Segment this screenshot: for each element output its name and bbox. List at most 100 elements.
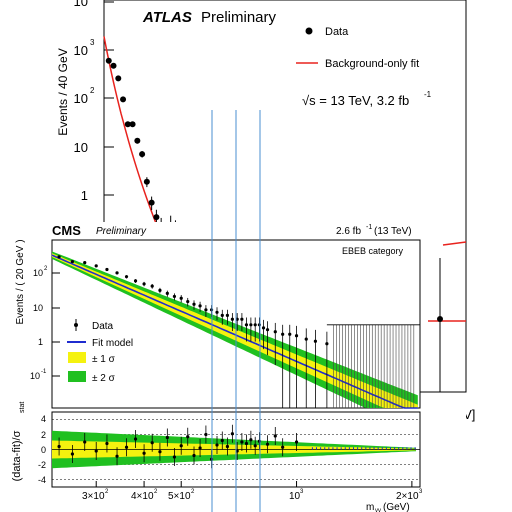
cms-ratio-point [124,445,129,449]
cms-ratio-point [273,434,277,438]
cms-ratio-point [179,444,183,448]
cms-legend-2sigma-swatch [68,371,86,382]
cms-data-point [261,326,266,330]
cms-legend: Data Fit model ± 1 σ ± 2 σ [67,319,133,384]
cms-legend-fit-label: Fit model [92,338,133,349]
cms-y-axis-label: Events / ( 20 GeV ) [15,239,26,324]
cms-lumi-suffix: (13 TeV) [374,226,412,237]
cms-data-point [215,310,219,314]
atlas-right-strip [420,222,467,393]
cms-ratio-y-tick-0: 0 [41,445,46,455]
atlas-data-point [153,214,160,221]
cms-data-point [244,323,249,327]
cms-ratio-point [133,437,138,441]
cms-x-axis-label: m γγ (GeV) [366,502,410,512]
cms-ratio-point [57,444,61,449]
cms-ratio-point [105,441,109,446]
cms-data-point [142,282,146,286]
cms-data-point [133,279,138,283]
cms-ratio-point [198,446,202,450]
cms-x-label-main: m [366,502,374,512]
cms-fit-model-line [51,254,418,409]
cms-uncertainty-bands [52,251,418,408]
cms-ratio-y-axis: 4 2 0 -2 -4 [38,414,46,485]
atlas-data-point [139,151,146,158]
atlas-title-bold: ATLAS [142,9,192,26]
cms-ratio-point [186,435,190,439]
cms-ratio-y-axis-label: (data-fit)/σ stat [11,402,26,482]
cms-data-point [240,317,244,321]
atlas-energy-label-exponent: -1 [424,90,432,99]
cms-data-points [57,255,420,408]
cms-y-tick-label-10: 10 [33,303,43,313]
cms-data-point [165,291,169,295]
atlas-data-point [124,121,131,128]
atlas-data-point [110,62,117,69]
cms-data-point [249,323,253,327]
cms-ratio-point [249,438,253,442]
cms-data-point [230,317,234,321]
cms-ratio-point [150,441,154,445]
atlas-energy-label-text: √s = 13 TeV, 3.2 fb [302,93,409,108]
cms-y-tick-label-100: 10 [33,268,43,278]
atlas-y-tick-label-1: 1 [81,188,88,203]
cms-x-tick-exponent-400: 2 [154,489,158,495]
cms-x-label-unit: (GeV) [383,502,410,512]
cms-data-point [325,342,329,346]
atlas-y-tick-label-100: 10 [74,91,88,106]
cms-x-tick-label-400: 4×10 [131,491,154,502]
atlas-y-tick-label-top: 10 [74,0,88,9]
atlas-data-point [115,75,122,82]
cms-x-tick-exponent-1000: 3 [300,489,304,495]
cms-legend-1sigma-swatch [68,352,86,363]
cms-data-point [220,313,224,317]
atlas-data-point [143,178,150,185]
cms-ratio-y-tick-m2: -2 [38,460,46,470]
cms-ratio-point [204,432,208,437]
cms-lumi-text: 2.6 fb [336,226,361,237]
cms-x-tick-exponent-2000: 3 [419,489,423,495]
cms-data-point [83,261,87,265]
cms-category-label: EBEB category [342,246,404,256]
cms-data-point [192,302,196,306]
atlas-fit-curve-tail-upper [442,241,467,246]
cms-x-tick-label-300: 3×10 [82,491,105,502]
cms-x-tick-label-2000: 2×10 [396,491,419,502]
cms-y-tick-exponent-100: 2 [44,266,48,272]
cms-ratio-point [220,438,224,443]
cms-y-tick-label-1: 1 [38,337,43,347]
cms-ratio-point [225,444,230,449]
cms-x-tick-exponent-500: 2 [191,489,195,495]
cms-data-point [179,296,183,300]
cms-ratio-point [158,450,162,454]
atlas-title: ATLAS Preliminary [142,9,277,26]
cms-legend-data-marker [74,323,78,327]
cms-data-point [304,337,308,341]
cms-ratio-y-label-sub: stat [19,402,26,413]
cms-ratio-point [215,443,219,447]
cms-data-point [288,332,292,336]
cms-data-point [158,288,162,292]
atlas-data-point [134,137,141,144]
atlas-right-points [437,258,443,392]
cms-ratio-point [192,453,196,458]
cms-data-point [281,332,285,336]
atlas-y-axis: 10 4 10 3 10 2 10 1 [74,0,114,203]
cms-ratio-y-tick-4: 4 [41,414,46,424]
cms-1sigma-band [52,253,418,408]
atlas-right-data-point [437,316,443,322]
atlas-y-tick-exponent-100: 2 [90,86,95,95]
cms-ratio-y-tick-2: 2 [41,430,46,440]
atlas-data-point [120,96,127,103]
atlas-data-point [148,199,155,206]
cms-panel: CMS Preliminary 2.6 fb -1 (13 TeV) EBEB … [0,222,466,512]
cms-x-tick-label-500: 5×10 [168,491,191,502]
cms-data-point [273,330,277,334]
cms-data-point [70,260,75,264]
cms-x-axis: 3×10 2 4×10 2 5×10 2 10 3 2×10 3 [82,489,423,502]
atlas-data-point [129,121,136,128]
cms-data-point [94,264,98,268]
cms-ratio-point [83,440,87,444]
cms-ratio-point [172,455,177,459]
cms-y-tick-exponent-0p1: -1 [41,369,47,375]
